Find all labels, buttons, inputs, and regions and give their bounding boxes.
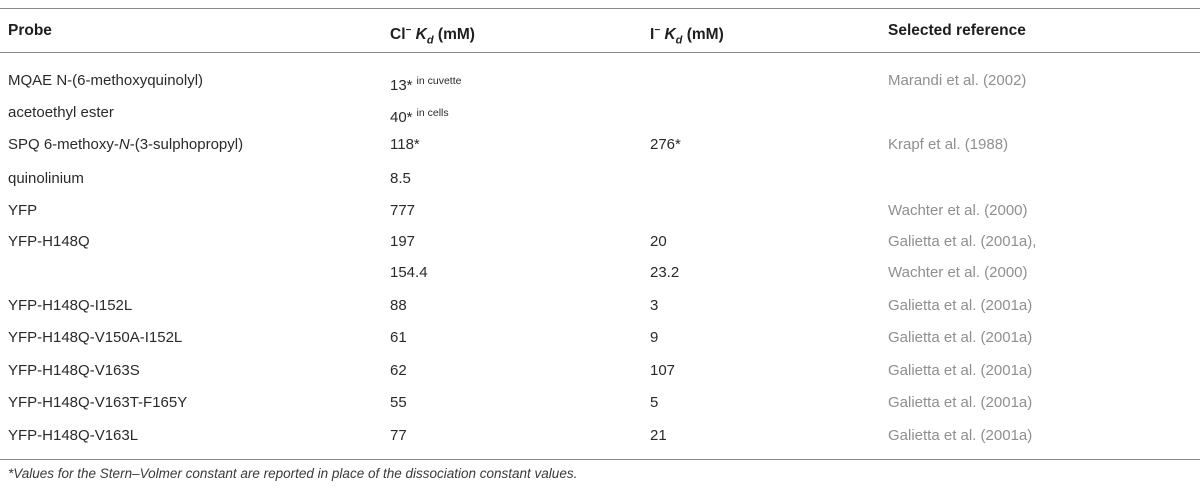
cell-probe: YFP-H148Q-V150A-I152L: [8, 329, 183, 346]
cell-i-kd: 20: [650, 233, 667, 250]
cell-reference: Wachter et al. (2000): [888, 202, 1028, 219]
table-row: YFP-H148Q 197 20 Galietta et al. (2001a)…: [0, 227, 1200, 257]
cell-cl-kd: 777: [390, 202, 416, 219]
cell-cl-kd: 88: [390, 297, 407, 314]
cell-probe: YFP-H148Q-V163S: [8, 362, 140, 379]
cell-i-kd: 276*: [650, 136, 681, 153]
table-row: YFP-H148Q-V163T-F165Y 55 5 Galietta et a…: [0, 388, 1200, 418]
cell-cl-kd: 154.4: [390, 264, 428, 281]
cell-cl-kd: 40* in cells: [390, 107, 449, 126]
header-cl-kd: Cl− Kd (mM): [390, 25, 475, 47]
cell-cl-kd: 62: [390, 362, 407, 379]
table-row: 154.4 23.2 Wachter et al. (2000): [0, 258, 1200, 288]
cell-i-kd: 3: [650, 297, 659, 314]
header-probe: Probe: [8, 22, 52, 39]
cell-cl-kd: 8.5: [390, 170, 411, 187]
cell-cl-kd: 77: [390, 427, 407, 444]
cell-reference: Galietta et al. (2001a): [888, 394, 1033, 411]
cell-probe: MQAE N-(6-methoxyquinolyl): [8, 72, 204, 89]
table-row: YFP-H148Q-I152L 88 3 Galietta et al. (20…: [0, 291, 1200, 321]
table-row: quinolinium 8.5: [0, 164, 1200, 194]
cell-i-kd: 9: [650, 329, 659, 346]
table-row: SPQ 6-methoxy-N-(3-sulphopropyl) 118* 27…: [0, 130, 1200, 160]
cell-probe: YFP-H148Q-I152L: [8, 297, 133, 314]
table-row: acetoethyl ester 40* in cells: [0, 98, 1200, 128]
cell-reference: Galietta et al. (2001a): [888, 329, 1033, 346]
table-row: MQAE N-(6-methoxyquinolyl) 13* in cuvette…: [0, 66, 1200, 96]
header-reference: Selected reference: [888, 22, 1026, 39]
cell-cl-kd: 61: [390, 329, 407, 346]
table-header-rule: [0, 52, 1200, 53]
table-bottom-rule: [0, 459, 1200, 460]
table-row: YFP 777 Wachter et al. (2000): [0, 196, 1200, 226]
cell-reference: Galietta et al. (2001a),: [888, 233, 1037, 250]
cell-probe: YFP-H148Q-V163T-F165Y: [8, 394, 188, 411]
cell-probe: acetoethyl ester: [8, 104, 114, 121]
cell-reference: Wachter et al. (2000): [888, 264, 1028, 281]
cell-cl-kd: 13* in cuvette: [390, 75, 462, 94]
cell-probe: YFP: [8, 202, 38, 219]
table-top-rule: [0, 8, 1200, 9]
cell-probe: SPQ 6-methoxy-N-(3-sulphopropyl): [8, 136, 244, 153]
table-row: YFP-H148Q-V163S 62 107 Galietta et al. (…: [0, 356, 1200, 386]
cell-i-kd: 23.2: [650, 264, 680, 281]
table-footnote: *Values for the Stern–Volmer constant ar…: [8, 466, 578, 481]
cell-reference: Krapf et al. (1988): [888, 136, 1009, 153]
table-row: YFP-H148Q-V163L 77 21 Galietta et al. (2…: [0, 421, 1200, 451]
cell-cl-kd: 197: [390, 233, 416, 250]
cell-cl-kd: 118*: [390, 136, 420, 153]
cell-probe: quinolinium: [8, 170, 84, 187]
cell-reference: Galietta et al. (2001a): [888, 362, 1033, 379]
cell-reference: Galietta et al. (2001a): [888, 427, 1033, 444]
cell-reference: Marandi et al. (2002): [888, 72, 1027, 89]
header-i-kd: I− Kd (mM): [650, 25, 724, 47]
cell-probe: YFP-H148Q-V163L: [8, 427, 139, 444]
cell-i-kd: 107: [650, 362, 676, 379]
cell-cl-kd: 55: [390, 394, 407, 411]
cell-probe: YFP-H148Q: [8, 233, 90, 250]
cell-i-kd: 5: [650, 394, 659, 411]
table-row: YFP-H148Q-V150A-I152L 61 9 Galietta et a…: [0, 323, 1200, 353]
cell-reference: Galietta et al. (2001a): [888, 297, 1033, 314]
table-header-row: Probe Cl− Kd (mM) I− Kd (mM) Selected re…: [0, 16, 1200, 46]
cell-i-kd: 21: [650, 427, 667, 444]
